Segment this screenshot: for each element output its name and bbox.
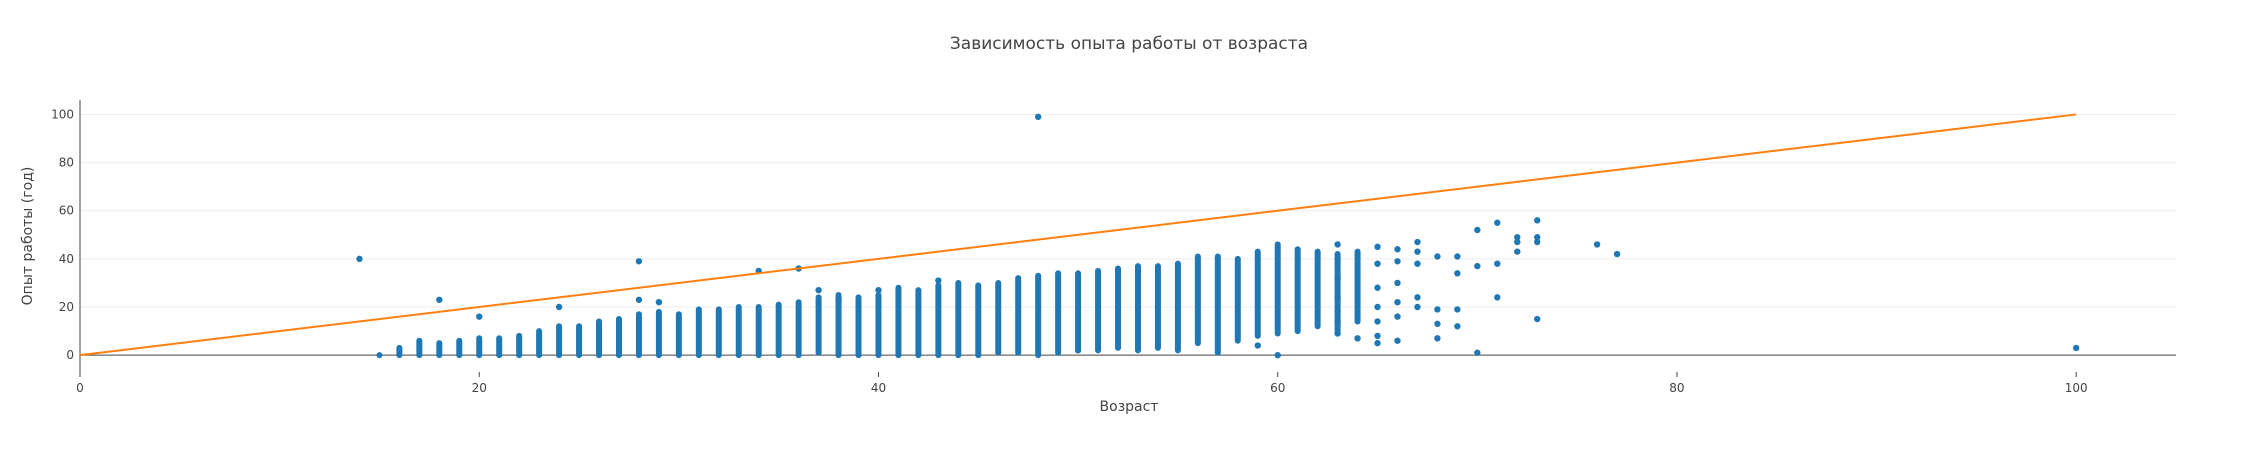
data-point xyxy=(1534,238,1541,246)
data-point xyxy=(1414,294,1421,301)
data-point xyxy=(1434,306,1441,313)
data-point xyxy=(875,286,882,294)
data-point xyxy=(1454,270,1461,277)
x-tick-label: 40 xyxy=(871,381,886,395)
data-point xyxy=(815,286,822,294)
data-point xyxy=(1434,335,1441,342)
data-point xyxy=(1374,243,1381,251)
data-point xyxy=(1374,284,1381,291)
data-point xyxy=(1613,250,1621,258)
data-point xyxy=(1334,330,1341,337)
data-point xyxy=(436,296,443,303)
y-tick-label: 40 xyxy=(59,252,74,266)
data-point xyxy=(1334,294,1341,301)
data-point xyxy=(1593,241,1601,248)
data-point xyxy=(1414,303,1421,311)
data-point xyxy=(2072,344,2080,352)
y-tick-label: 100 xyxy=(51,107,74,121)
y-tick-label: 0 xyxy=(66,348,74,362)
data-point xyxy=(1474,349,1481,356)
data-point xyxy=(635,296,643,303)
y-axis-title: Опыт работы (год) xyxy=(20,167,36,306)
data-points xyxy=(356,113,2080,359)
reference-line-layer xyxy=(79,113,2077,357)
data-point xyxy=(1454,306,1461,313)
y-tick-label: 60 xyxy=(59,204,74,218)
y-tick-label: 80 xyxy=(59,156,74,170)
data-point xyxy=(1394,298,1401,306)
data-point xyxy=(1074,347,1082,354)
data-point xyxy=(1394,337,1401,344)
data-point xyxy=(1334,308,1341,316)
data-point xyxy=(1334,255,1341,263)
data-point xyxy=(1394,246,1401,253)
data-point xyxy=(1534,234,1541,241)
data-point xyxy=(1414,260,1421,267)
data-point xyxy=(476,313,483,320)
data-point xyxy=(1454,323,1461,330)
data-point xyxy=(1534,217,1541,224)
data-point xyxy=(1374,339,1381,347)
grid-lines xyxy=(80,113,2176,308)
data-point xyxy=(1394,279,1401,287)
data-point xyxy=(1374,260,1381,267)
data-point xyxy=(1374,318,1381,325)
x-tick-label: 80 xyxy=(1669,381,1684,395)
x-tick-label: 0 xyxy=(76,381,84,395)
data-point xyxy=(1514,248,1521,255)
data-point xyxy=(635,258,643,265)
data-point xyxy=(1454,253,1461,260)
chart-title: Зависимость опыта работы от возраста xyxy=(950,34,1308,54)
data-point xyxy=(1494,294,1501,301)
data-point xyxy=(1414,238,1421,246)
data-point xyxy=(1374,332,1381,340)
data-point xyxy=(1494,260,1501,267)
data-point xyxy=(935,277,942,284)
data-point xyxy=(1274,351,1281,359)
data-point xyxy=(1414,248,1421,255)
data-point xyxy=(1374,303,1381,311)
data-point xyxy=(1434,320,1441,328)
data-point xyxy=(1334,241,1341,248)
data-point xyxy=(1394,258,1401,265)
data-point xyxy=(1474,226,1481,234)
data-point xyxy=(1394,313,1401,320)
y-tick-label: 20 xyxy=(59,300,74,314)
x-tick-label: 60 xyxy=(1270,381,1285,395)
data-point xyxy=(555,303,563,311)
data-point xyxy=(1334,274,1341,282)
data-point xyxy=(1034,113,1042,121)
data-point xyxy=(1474,262,1481,270)
axes: 0 20 40 60 80 100 0 20 40 60 80 100 xyxy=(51,100,2176,395)
x-axis-title: Возраст xyxy=(1100,399,1159,415)
data-point xyxy=(1434,253,1441,260)
data-point xyxy=(1514,238,1521,246)
data-point xyxy=(835,296,842,303)
data-point xyxy=(1534,315,1541,323)
data-point xyxy=(655,298,663,306)
x-tick-label: 100 xyxy=(2065,381,2088,395)
x-tick-label: 20 xyxy=(472,381,487,395)
data-point xyxy=(1354,335,1361,342)
data-point xyxy=(1254,342,1261,349)
data-point xyxy=(1494,219,1501,226)
reference-line xyxy=(79,113,2077,357)
data-point xyxy=(1514,234,1521,241)
data-point xyxy=(1334,318,1341,325)
data-point xyxy=(356,255,363,263)
